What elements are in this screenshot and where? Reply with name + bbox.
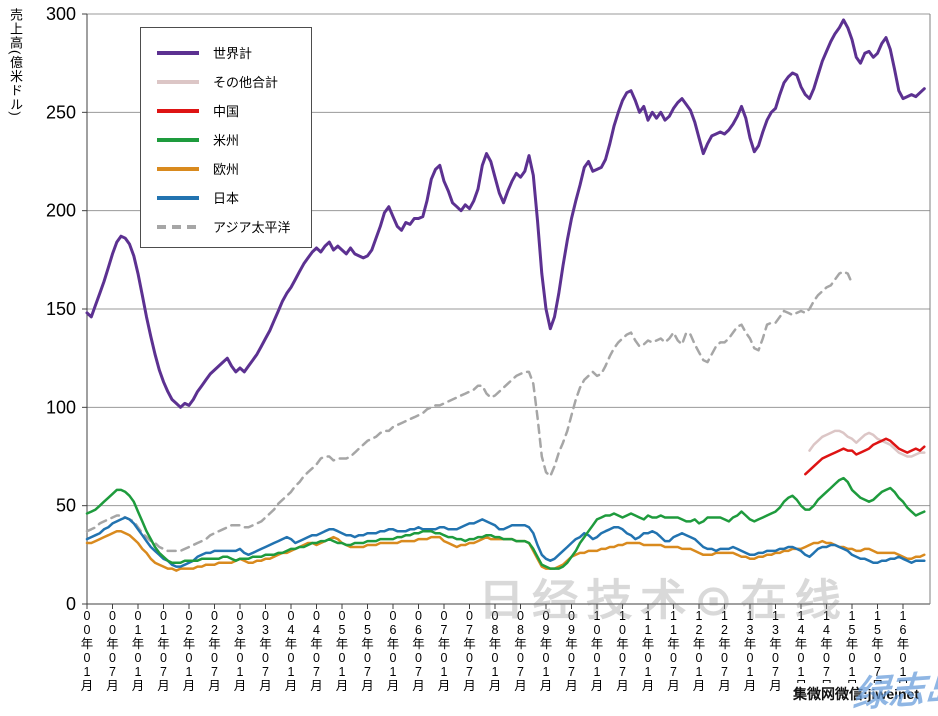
svg-text:100: 100 (46, 397, 76, 417)
series-line-asia-pacific (85, 270, 854, 553)
legend-swatch-others-total (157, 79, 199, 84)
svg-text:300: 300 (46, 4, 76, 24)
legend-swatch-europe (157, 166, 199, 171)
legend: 世界計その他合計中国米州欧州日本アジア太平洋 (140, 27, 312, 248)
svg-text:250: 250 (46, 102, 76, 122)
x-tick-labels: 0 0 年 0 1 月 0 0 年 0 7 月 0 1 年 0 1 月 0 1 年 0 7 月 0 2 年 0 1 月 0 2 年 0 7 月 0 3 年 0… (81, 604, 909, 693)
legend-swatch-americas (157, 137, 199, 142)
y-tick-labels: 0 50 100 150 200 250 300 (46, 4, 76, 614)
series-line-china (804, 437, 926, 476)
legend-swatch-japan (157, 195, 199, 200)
legend-item-world-total: 世界計 (141, 38, 311, 67)
legend-item-others-total: その他合計 (141, 67, 311, 96)
legend-swatch-china (157, 108, 199, 113)
series-line-others-total (808, 429, 926, 458)
legend-label-world-total: 世界計 (213, 46, 253, 61)
legend-label-china: 中国 (213, 104, 240, 119)
series-line-japan (85, 516, 926, 568)
legend-label-europe: 欧州 (213, 162, 240, 177)
watermark-jiweinet: 集微网微信:jiweinet (791, 683, 922, 705)
watermark-nikkei: 日经技术⊙在线 (478, 577, 849, 625)
svg-text:0: 0 (66, 594, 76, 614)
legend-item-europe: 欧州 (141, 154, 311, 183)
svg-text:50: 50 (56, 496, 76, 516)
svg-text:200: 200 (46, 201, 76, 221)
axes (82, 13, 931, 605)
series-line-world-total (85, 18, 926, 409)
legend-label-others-total: その他合計 (213, 75, 279, 90)
y-axis-title: 売上高(億米ドル) (8, 8, 23, 117)
legend-item-asia-pacific: アジア太平洋 (141, 212, 311, 241)
legend-item-japan: 日本 (141, 183, 311, 212)
legend-swatch-asia-pacific (157, 224, 199, 229)
series-line-americas (85, 476, 926, 570)
legend-item-americas: 米州 (141, 125, 311, 154)
legend-item-china: 中国 (141, 96, 311, 125)
legend-label-americas: 米州 (213, 133, 240, 148)
legend-swatch-world-total (157, 50, 199, 55)
svg-text:150: 150 (46, 299, 76, 319)
legend-label-asia-pacific: アジア太平洋 (213, 220, 291, 235)
legend-label-japan: 日本 (213, 191, 240, 206)
watermark-lvzhidao: 绿志岛 (851, 666, 938, 715)
